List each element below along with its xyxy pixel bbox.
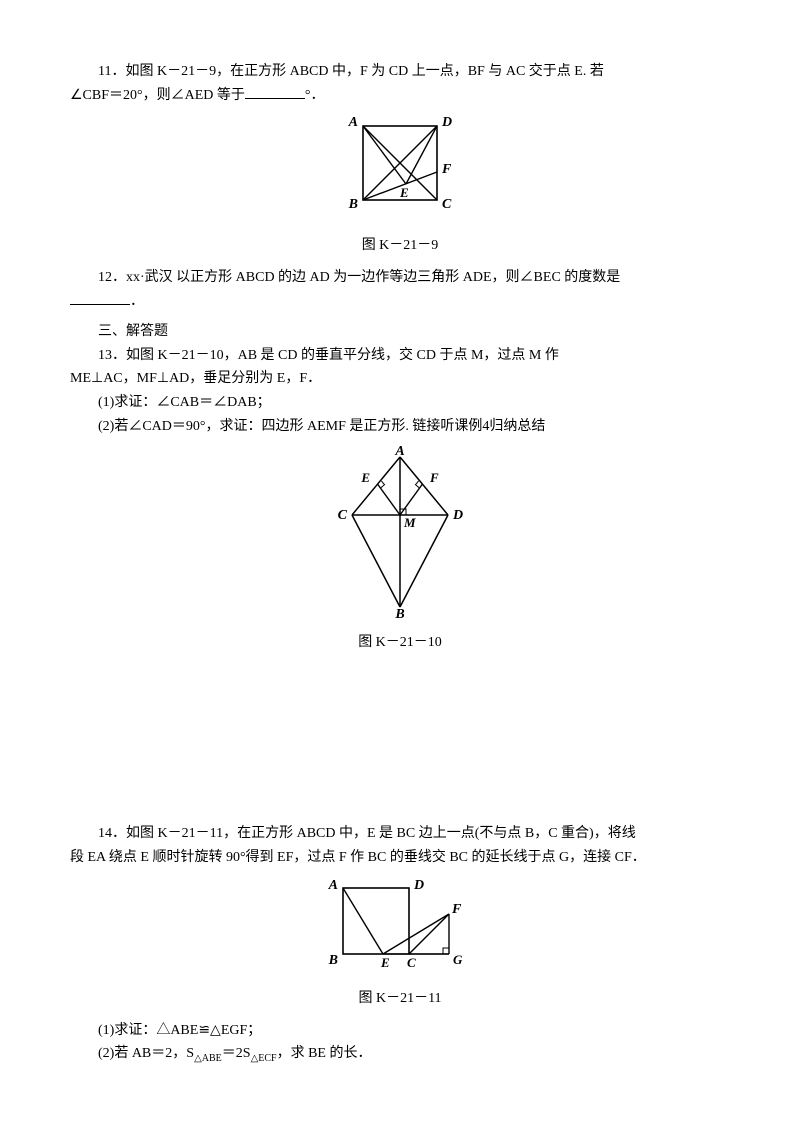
q11-suffix: °．: [305, 88, 325, 103]
q14-line2: 段 EA 绕点 E 顺时针旋转 90°得到 EF，过点 F 作 BC 的垂线交 …: [70, 850, 646, 865]
q13-p2: (2)若∠CAD＝90°，求证：四边形 AEMF 是正方形. 链接听课例4归纳总…: [70, 415, 730, 439]
svg-text:F: F: [429, 470, 439, 485]
q12-suffix: ．: [130, 294, 144, 309]
svg-text:B: B: [394, 607, 404, 620]
q11-line1: 11．如图 K－21－9，在正方形 ABCD 中，F 为 CD 上一点，BF 与…: [70, 60, 730, 84]
svg-text:A: A: [394, 445, 404, 459]
q12-blank: [70, 291, 130, 305]
figure-10-svg: A B C D E F M: [330, 445, 470, 620]
problem-11: 11．如图 K－21－9，在正方形 ABCD 中，F 为 CD 上一点，BF 与…: [70, 60, 730, 108]
vertical-gap: [70, 662, 730, 822]
svg-text:A: A: [328, 878, 338, 893]
figure-9: A D B C F E 图 K－21－9: [70, 114, 730, 259]
q11-line2: ∠CBF＝20°，则∠AED 等于: [70, 88, 245, 103]
q14-p2-c: ＝2S: [222, 1046, 251, 1061]
figure-11: A D B E C F G 图 K－21－11: [70, 876, 730, 1011]
section-3-heading: 三、解答题: [70, 320, 730, 344]
figure-10-caption: 图 K－21－10: [70, 631, 730, 655]
svg-text:F: F: [441, 162, 452, 177]
figure-11-caption: 图 K－21－11: [70, 987, 730, 1011]
svg-text:E: E: [380, 955, 390, 970]
q14-parts: (1)求证：△ABE≌△EGF； (2)若 AB＝2，S△ABE＝2S△ECF，…: [70, 1019, 730, 1068]
svg-text:D: D: [413, 878, 424, 893]
svg-text:M: M: [403, 515, 416, 530]
problem-13: 13．如图 K－21－10，AB 是 CD 的垂直平分线，交 CD 于点 M，过…: [70, 344, 730, 439]
svg-text:C: C: [442, 197, 452, 212]
q14-p1: (1)求证：△ABE≌△EGF；: [70, 1019, 730, 1043]
svg-text:D: D: [452, 508, 463, 523]
svg-text:E: E: [360, 470, 370, 485]
q11-line2-wrap: ∠CBF＝20°，则∠AED 等于 °．: [70, 88, 325, 103]
svg-text:G: G: [453, 952, 463, 967]
q13-line1: 13．如图 K－21－10，AB 是 CD 的垂直平分线，交 CD 于点 M，过…: [70, 344, 730, 368]
q14-p2-d: △ECF: [251, 1053, 277, 1064]
q13-line2: ME⊥AC，MF⊥AD，垂足分别为 E，F．: [70, 371, 321, 386]
svg-text:E: E: [399, 185, 409, 200]
figure-9-caption: 图 K－21－9: [70, 234, 730, 258]
q12-blankline: ．: [70, 294, 144, 309]
figure-9-svg: A D B C F E: [340, 114, 460, 224]
svg-text:A: A: [348, 115, 358, 130]
q13-p1: (1)求证：∠CAB＝∠DAB；: [70, 391, 730, 415]
svg-text:D: D: [441, 115, 452, 130]
svg-text:F: F: [451, 902, 462, 917]
q11-blank: [245, 85, 305, 99]
figure-11-svg: A D B E C F G: [325, 876, 475, 976]
q12-text: 12．xx·武汉 以正方形 ABCD 的边 AD 为一边作等边三角形 ADE，则…: [70, 266, 730, 290]
q14-line1: 14．如图 K－21－11，在正方形 ABCD 中，E 是 BC 边上一点(不与…: [70, 822, 730, 846]
q14-p2-e: ，求 BE 的长．: [277, 1046, 372, 1061]
svg-text:B: B: [328, 953, 338, 968]
svg-text:C: C: [338, 508, 348, 523]
q14-p2-b: △ABE: [194, 1053, 222, 1064]
problem-14: 14．如图 K－21－11，在正方形 ABCD 中，E 是 BC 边上一点(不与…: [70, 822, 730, 870]
page: 11．如图 K－21－9，在正方形 ABCD 中，F 为 CD 上一点，BF 与…: [0, 0, 800, 1107]
figure-10: A B C D E F M 图 K－21－10: [70, 445, 730, 655]
q14-p2: (2)若 AB＝2，S△ABE＝2S△ECF，求 BE 的长．: [70, 1042, 730, 1067]
svg-text:C: C: [407, 955, 416, 970]
problem-12: 12．xx·武汉 以正方形 ABCD 的边 AD 为一边作等边三角形 ADE，则…: [70, 266, 730, 314]
q14-p2-a: (2)若 AB＝2，S: [98, 1046, 194, 1061]
svg-text:B: B: [348, 197, 358, 212]
